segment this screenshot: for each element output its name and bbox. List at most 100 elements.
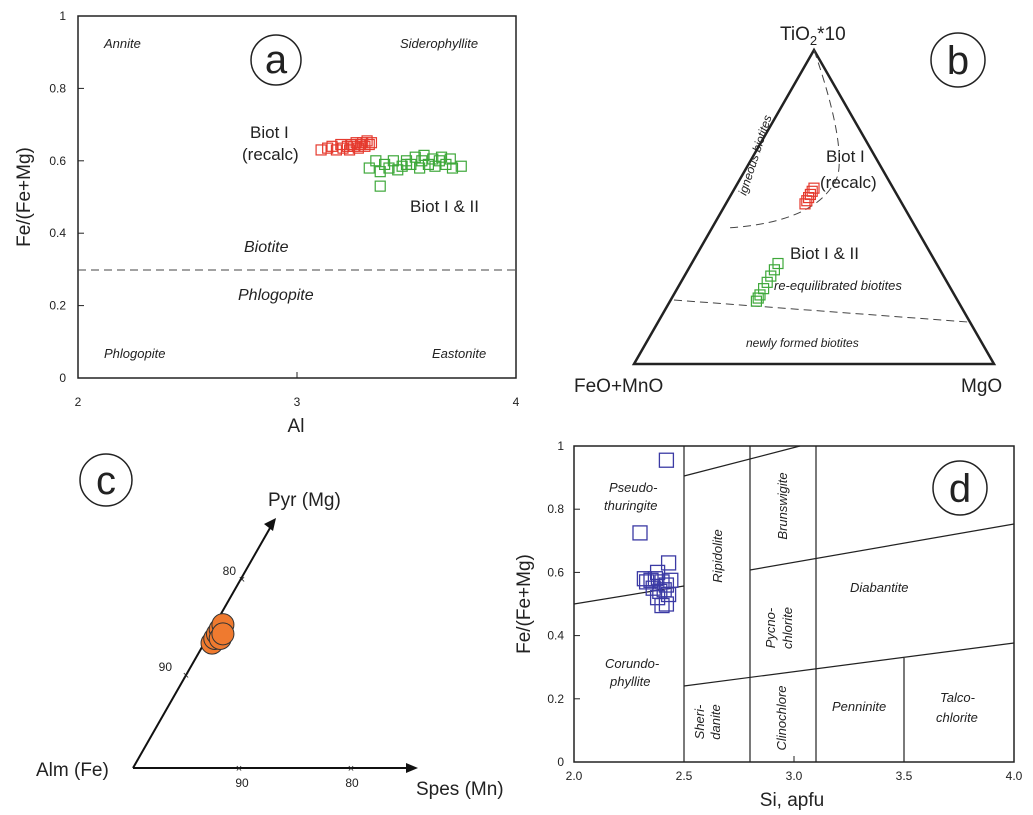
chlorite-point — [638, 574, 655, 590]
a-ytick-label: 1 — [59, 9, 66, 23]
biot1-recalc-point — [341, 140, 353, 152]
a-ytick-label: 0.8 — [49, 81, 66, 95]
b-biot12-point — [772, 257, 784, 270]
sheridanite-label: Sheri- — [692, 704, 707, 739]
reequilibrated-label: re-equilibrated biotites — [774, 278, 902, 293]
b-biot12-point — [761, 276, 773, 288]
b-biot1-recalc-point — [801, 195, 813, 207]
chlorite-point — [649, 590, 666, 606]
biot1-recalc-point — [326, 140, 338, 152]
biot12-point — [414, 162, 426, 174]
a-y-axis-title: Fe/(Fe+Mg) — [14, 147, 35, 247]
c-spes-tick-80: 80 — [345, 776, 359, 790]
panel-c: × × × × 90 80 90 80 Pyr (Mg) Alm (Fe) Sp… — [36, 453, 504, 800]
c-apex-top: Pyr (Mg) — [268, 490, 341, 511]
a-ytick-label: 0 — [59, 371, 66, 385]
biot12-point — [370, 155, 382, 167]
brunswigite-label: Brunswigite — [775, 472, 790, 539]
b-biot1-label: Biot I — [826, 147, 865, 166]
panel-d: 0 0.2 0.4 0.6 0.8 1 2.0 2.5 3.0 3.5 4.0 Pseudo- t… — [514, 439, 1023, 811]
pycnochlorite-label-2: chlorite — [780, 607, 795, 649]
newly-formed-label: newly formed biotites — [746, 336, 859, 350]
d-xtick-label: 2.5 — [676, 769, 693, 783]
b-biot1-recalc-point — [799, 198, 811, 210]
talcochlorite-label: Talco- — [940, 690, 976, 705]
d-ytick-label: 0 — [557, 755, 564, 769]
b-biot1-recalc-label: (recalc) — [820, 173, 877, 192]
siderophyllite-label: Siderophyllite — [400, 36, 478, 51]
a-xtick-label: 2 — [75, 395, 82, 409]
biot12-point — [400, 158, 413, 171]
d-y-axis-title: Fe/(Fe+Mg) — [514, 554, 535, 654]
a-xtick-label: 3 — [294, 395, 301, 409]
biot12-point — [455, 160, 467, 172]
c-pyr-tick-90: 90 — [159, 660, 173, 674]
pyr-arrowhead — [264, 518, 276, 531]
biot1-recalc-point — [363, 138, 375, 151]
panel-a-badge — [250, 34, 302, 86]
biot12-point — [383, 162, 395, 174]
d-ytick-label: 1 — [557, 439, 564, 453]
d-xtick-label: 3.5 — [896, 769, 913, 783]
d-xtick-label: 2.0 — [566, 769, 583, 783]
biot12-point — [363, 162, 375, 174]
panel-c-letter: c — [96, 459, 116, 503]
panel-a-letter: a — [265, 38, 288, 82]
d-ytick-label: 0.8 — [547, 502, 564, 516]
talcochlorite-label-2: chlorite — [936, 710, 978, 725]
ripidolite-label: Ripidolite — [710, 529, 725, 582]
garnet-point — [211, 622, 235, 646]
panel-b-letter: b — [947, 39, 969, 83]
pseudothuringite-label: Pseudo- — [609, 480, 658, 495]
tio2-main: TiO — [780, 24, 810, 45]
phlogopite-corner-label: Phlogopite — [104, 346, 165, 361]
biot1-label: Biot I — [250, 123, 289, 142]
biot1-recalc-point — [361, 135, 373, 147]
tio2-tail: *10 — [817, 24, 846, 45]
corundophyllite-label-2: phyllite — [609, 674, 650, 689]
phlogopite-field-label: Phlogopite — [238, 287, 314, 304]
pycnochlorite-label: Pycno- — [763, 607, 778, 648]
biot1-recalc-point — [322, 142, 334, 154]
biot12-point — [446, 162, 459, 174]
b-apex-top: TiO2*10 — [780, 24, 846, 48]
biot12-point — [433, 155, 445, 167]
chlorite-point — [654, 597, 670, 614]
panel-c-badge — [79, 453, 133, 507]
biot1-recalc-point — [354, 138, 367, 151]
penninite-label: Penninite — [832, 699, 886, 714]
c-apex-left: Alm (Fe) — [36, 760, 109, 781]
d-ytick-label: 0.6 — [547, 565, 564, 579]
a-xtick-label: 4 — [513, 395, 520, 409]
b-apex-right: MgO — [961, 376, 1002, 397]
c-spes-tick-80-mark: × — [348, 763, 354, 775]
b-biot12-point — [752, 292, 764, 304]
diabantite-label: Diabantite — [850, 580, 909, 595]
a-ytick-label: 0.2 — [49, 299, 66, 313]
panel-b: igneous biotites re-equilibrated biotite… — [574, 24, 1002, 397]
b-apex-left: FeO+MnO — [574, 376, 663, 397]
biotite-field-label: Biotite — [244, 239, 289, 256]
clinochlore-label: Clinochlore — [774, 685, 789, 750]
spes-arrowhead — [406, 763, 418, 773]
b-biot12-point — [757, 283, 770, 295]
c-apex-right: Spes (Mn) — [416, 779, 504, 800]
a-ytick-label: 0.4 — [49, 226, 66, 240]
chlorite-point — [632, 525, 648, 541]
a-x-axis-title: Al — [288, 416, 305, 437]
b-biot12-point — [765, 270, 777, 282]
biot12-point — [418, 149, 430, 161]
tio2-subscript: 2 — [810, 33, 817, 48]
biot12-point — [379, 158, 391, 171]
eastonite-label: Eastonite — [432, 346, 486, 361]
biot1-recalc-label: (recalc) — [242, 145, 299, 164]
d-ytick-label: 0.2 — [547, 692, 564, 706]
c-pyr-tick-80-mark: × — [239, 574, 245, 586]
d-xtick-label: 3.0 — [786, 769, 803, 783]
a-ytick-label: 0.6 — [49, 154, 66, 168]
b-biot1-recalc-point — [802, 191, 815, 204]
chlorite-boundaries — [573, 445, 1015, 762]
igneous-boundary — [726, 49, 840, 229]
biot12-point — [374, 166, 386, 178]
